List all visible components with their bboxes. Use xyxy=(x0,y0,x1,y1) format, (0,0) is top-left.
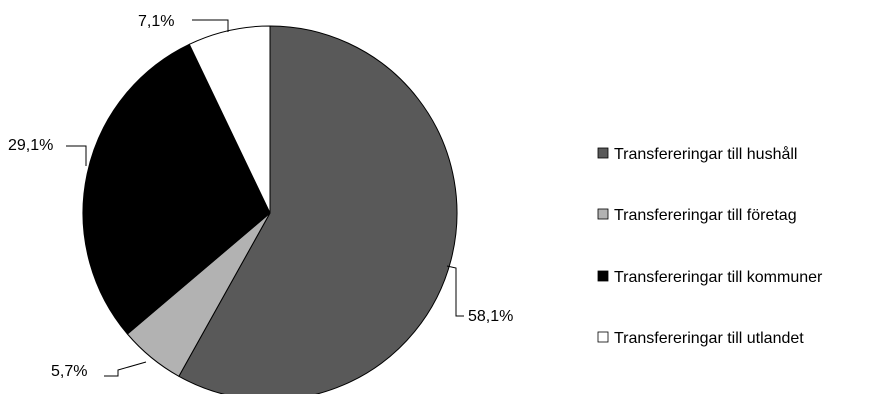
pie-slice-utlandet xyxy=(188,25,271,214)
data-label-utlandet: 7,1% xyxy=(138,13,174,30)
legend-label-kommuner: Transfereringar till kommuner xyxy=(614,269,823,286)
leader-lines xyxy=(66,19,464,377)
leader-line-hushall xyxy=(446,265,464,317)
pie-slices xyxy=(82,25,458,394)
leader-line-utlandet xyxy=(192,19,229,32)
data-labels: 58,1% 5,7% 29,1% 7,1% xyxy=(8,13,513,380)
legend-swatch-utlandet xyxy=(597,331,609,343)
data-label-kommuner: 29,1% xyxy=(8,137,53,154)
pie-slice-kommuner xyxy=(82,43,271,335)
legend-label-utlandet: Transfereringar till utlandet xyxy=(614,330,804,347)
legend-item-hushall: Transfereringar till hushåll xyxy=(597,145,797,163)
leader-line-foretag xyxy=(104,361,147,377)
leader-line-kommuner xyxy=(66,145,87,166)
legend-item-utlandet: Transfereringar till utlandet xyxy=(597,330,804,347)
legend-swatch-kommuner xyxy=(597,270,609,282)
pie-slice-hushall xyxy=(178,25,458,394)
legend-label-foretag: Transfereringar till företag xyxy=(614,207,797,224)
legend: Transfereringar till hushåll Transfereri… xyxy=(597,145,823,347)
legend-swatch-foretag xyxy=(597,208,609,220)
data-label-foretag: 5,7% xyxy=(51,363,87,380)
legend-label-hushall: Transfereringar till hushåll xyxy=(614,145,797,163)
data-label-hushall: 58,1% xyxy=(468,308,513,325)
legend-item-foretag: Transfereringar till företag xyxy=(597,207,797,224)
legend-swatch-hushall xyxy=(597,147,609,159)
legend-item-kommuner: Transfereringar till kommuner xyxy=(597,269,823,286)
